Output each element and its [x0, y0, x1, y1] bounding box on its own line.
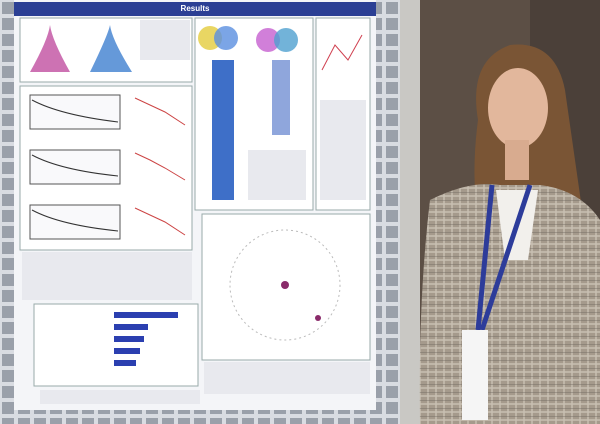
caption-block: [22, 252, 192, 300]
bar: [114, 336, 144, 342]
line-plot: [31, 209, 119, 232]
face: [488, 68, 548, 148]
door-frame: [400, 0, 420, 424]
network: [229, 229, 341, 341]
caption-block: [204, 362, 370, 394]
poster-header: Results: [181, 4, 210, 13]
caption-block: [140, 20, 190, 60]
plot-frame: [29, 149, 121, 185]
bar: [114, 360, 136, 366]
venn-circle: [274, 28, 298, 52]
caption-block: [320, 100, 366, 200]
survival-curve: [134, 97, 186, 126]
bar: [114, 348, 140, 354]
network-hub: [281, 281, 289, 289]
badge: [462, 330, 488, 420]
line-plot: [321, 34, 363, 71]
caption-block: [40, 390, 200, 404]
survival-curve: [134, 152, 186, 181]
caption-block: [248, 150, 306, 200]
survival-curve: [134, 207, 186, 236]
heatmap: [272, 60, 290, 135]
line-plot: [31, 154, 119, 177]
bar: [114, 324, 148, 330]
poster-header-bar: [14, 2, 376, 16]
line-plot: [31, 99, 119, 123]
network-hub: [315, 315, 321, 321]
neck: [505, 140, 529, 180]
venn-circle: [256, 28, 280, 52]
heatmap: [212, 60, 234, 200]
volcano-plot: [30, 25, 70, 72]
lanyard: [475, 184, 533, 331]
venn-circle: [214, 26, 238, 50]
plot-frame: [29, 94, 121, 130]
volcano-plot: [90, 25, 132, 72]
bar: [114, 312, 178, 318]
plot-frame: [29, 204, 121, 240]
